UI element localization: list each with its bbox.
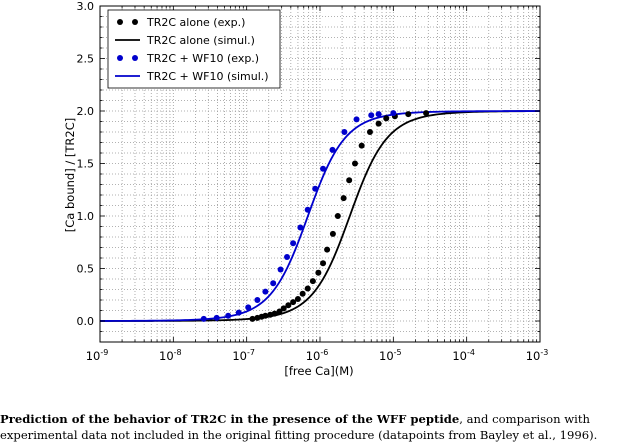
data-point bbox=[262, 288, 269, 295]
x-tick-label: 10-6 bbox=[306, 348, 329, 363]
legend: TR2C alone (exp.) TR2C alone (simul.) TR2C… bbox=[107, 9, 281, 89]
data-point bbox=[351, 160, 358, 167]
legend-marker bbox=[132, 19, 138, 25]
data-point bbox=[271, 310, 278, 317]
data-point bbox=[346, 177, 353, 184]
data-point bbox=[213, 314, 220, 321]
data-point bbox=[235, 309, 242, 316]
legend-marker bbox=[117, 55, 123, 61]
data-points bbox=[200, 110, 430, 322]
data-point bbox=[366, 129, 373, 135]
fit-curves bbox=[100, 110, 540, 322]
data-point bbox=[304, 206, 311, 213]
legend-label: TR2C + WF10 (simul.) bbox=[146, 70, 269, 83]
data-point bbox=[334, 213, 341, 219]
y-tick-labels: 0.0 0.5 1.0 1.5 2.0 2.5 3.0 bbox=[77, 0, 95, 328]
data-point bbox=[358, 142, 365, 149]
data-point bbox=[225, 312, 232, 319]
caption-line1-rest: , and comparison with bbox=[459, 412, 590, 426]
data-point bbox=[353, 116, 360, 123]
data-point bbox=[290, 299, 297, 306]
data-point bbox=[290, 240, 297, 247]
legend-marker bbox=[117, 19, 123, 25]
chart: 10-9 10-8 10-7 10-6 10-5 10-4 10-3 0.0 0.5 1.0 1.… bbox=[63, 0, 549, 378]
legend-label: TR2C alone (simul.) bbox=[146, 34, 255, 47]
data-point bbox=[277, 266, 284, 273]
data-point bbox=[294, 295, 301, 302]
y-tick-label: 0.0 bbox=[77, 315, 95, 328]
axis-ticks bbox=[99, 5, 541, 343]
data-point bbox=[329, 230, 336, 237]
data-point bbox=[423, 110, 430, 117]
grid bbox=[100, 6, 540, 342]
figure-caption: Prediction of the behavior of TR2C in th… bbox=[0, 412, 627, 443]
data-point bbox=[315, 269, 322, 276]
x-tick-labels: 10-9 10-8 10-7 10-6 10-5 10-4 10-3 bbox=[86, 348, 549, 363]
data-point bbox=[285, 302, 292, 309]
data-point bbox=[254, 297, 261, 303]
data-point bbox=[297, 224, 304, 231]
data-point bbox=[324, 246, 331, 253]
data-point bbox=[299, 290, 306, 297]
data-point bbox=[341, 129, 348, 135]
data-point bbox=[368, 112, 375, 119]
data-point bbox=[405, 111, 412, 118]
x-axis-label: [free Ca](M) bbox=[284, 364, 353, 378]
data-point bbox=[200, 315, 207, 322]
data-point bbox=[383, 115, 390, 122]
data-point bbox=[280, 305, 287, 312]
legend-marker bbox=[132, 55, 138, 61]
y-tick-label: 2.5 bbox=[77, 53, 95, 66]
data-point bbox=[320, 260, 327, 267]
legend-label: TR2C alone (exp.) bbox=[146, 16, 245, 29]
fit-curve bbox=[100, 110, 540, 322]
y-axis-label: [Ca bound] / [TR2C] bbox=[63, 118, 77, 232]
data-point bbox=[340, 195, 347, 202]
x-tick-label: 10-8 bbox=[159, 348, 182, 363]
data-point bbox=[245, 304, 252, 311]
data-point bbox=[320, 165, 327, 172]
x-tick-label: 10-3 bbox=[526, 348, 549, 363]
y-tick-label: 1.0 bbox=[77, 210, 95, 223]
y-tick-label: 3.0 bbox=[77, 0, 95, 13]
data-point bbox=[329, 146, 336, 153]
data-point bbox=[276, 308, 283, 315]
y-tick-label: 2.0 bbox=[77, 105, 95, 118]
data-point bbox=[304, 285, 311, 292]
caption-line2: experimental data not included in the or… bbox=[0, 427, 598, 442]
data-point bbox=[375, 120, 382, 127]
x-tick-label: 10-5 bbox=[379, 348, 402, 363]
legend-label: TR2C + WF10 (exp.) bbox=[146, 52, 259, 65]
y-tick-label: 1.5 bbox=[77, 158, 95, 171]
x-tick-label: 10-9 bbox=[86, 348, 109, 363]
data-point bbox=[284, 253, 291, 260]
x-tick-label: 10-4 bbox=[452, 348, 475, 363]
data-point bbox=[309, 278, 316, 285]
data-point bbox=[262, 312, 269, 319]
data-point bbox=[270, 280, 277, 287]
x-tick-label: 10-7 bbox=[232, 348, 255, 363]
data-point bbox=[375, 111, 382, 118]
data-point bbox=[249, 315, 256, 322]
caption-bold: Prediction of the behavior of TR2C in th… bbox=[0, 412, 460, 426]
y-tick-label: 0.5 bbox=[77, 263, 95, 276]
data-point bbox=[390, 110, 397, 117]
data-point bbox=[312, 185, 319, 192]
